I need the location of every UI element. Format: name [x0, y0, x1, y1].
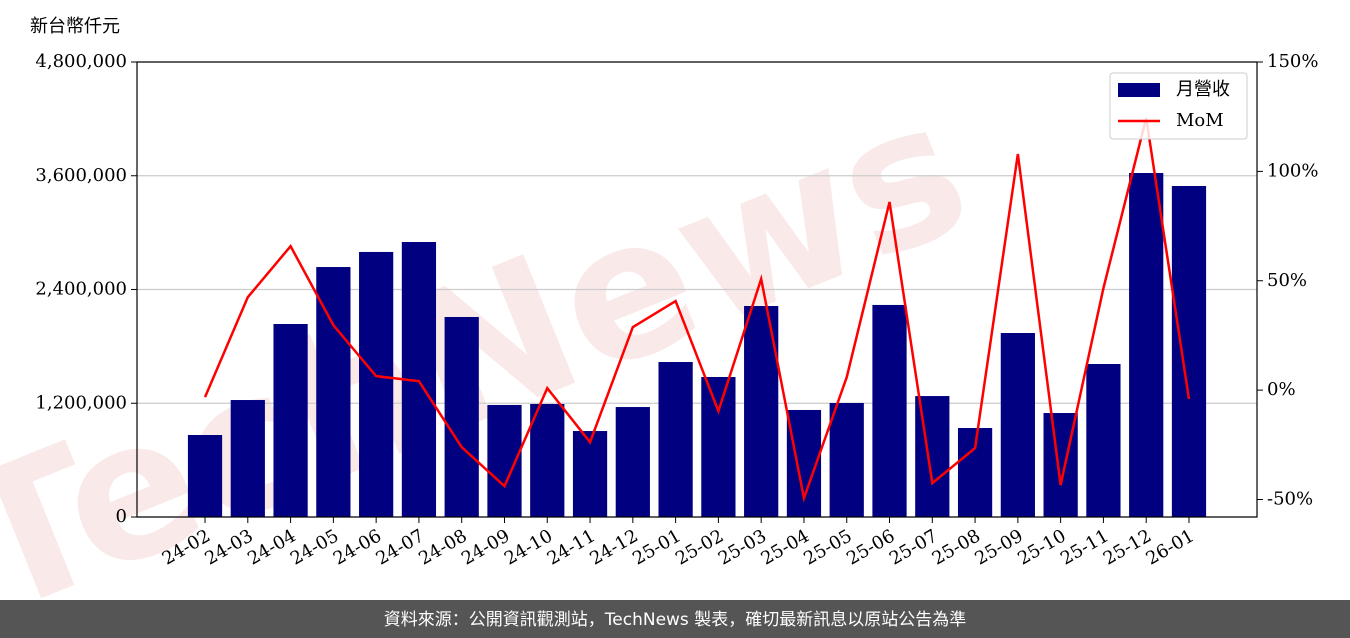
x-tick-label: 24-07: [372, 525, 427, 569]
bar: [658, 362, 693, 517]
x-tick-label: 24-12: [586, 525, 641, 569]
plot-frame: [136, 61, 1258, 518]
bar: [230, 400, 265, 517]
x-tick-label: 24-06: [330, 525, 385, 569]
bar: [615, 407, 650, 517]
x-tick-label: 24-10: [501, 525, 556, 569]
bar: [829, 402, 864, 517]
bar: [1086, 364, 1121, 517]
y-tick-label: 3,600,000: [35, 165, 127, 186]
x-tick-label: 25-06: [843, 525, 898, 569]
bar: [572, 431, 608, 517]
line: [203, 117, 1191, 503]
footer: 資料來源：公開資訊觀測站，TechNews 製表，確切最新訊息以原站公告為準: [384, 610, 966, 630]
bar: [872, 304, 907, 517]
x-tick-label: 26-01: [1143, 525, 1198, 569]
y-tick-label: 4,800,000: [35, 51, 127, 72]
legend-label: MoM: [1176, 110, 1224, 131]
y2-tick-label: 100%: [1267, 160, 1318, 181]
x-tick-label: 25-11: [1057, 525, 1112, 569]
x-tick-label: 25-10: [1014, 525, 1069, 569]
x-tick-label: 25-05: [800, 525, 855, 569]
y2-tick-label: -50%: [1267, 489, 1313, 510]
y2-tick-label: 0%: [1267, 379, 1296, 400]
bar: [187, 435, 223, 517]
x-tick-label: 25-08: [929, 525, 984, 569]
x-tick-label: 24-11: [544, 525, 599, 569]
legend-swatch: [1118, 83, 1160, 97]
x-tick-label: 25-02: [672, 525, 727, 569]
x-tick-label: 25-12: [1100, 525, 1155, 569]
bar: [1171, 185, 1207, 518]
bar: [915, 396, 950, 517]
y2-tick-label: 50%: [1267, 270, 1307, 291]
legend-label: 月營收: [1176, 79, 1230, 100]
x-tick-label: 25-01: [629, 525, 684, 569]
y-tick-label: 0: [116, 506, 127, 527]
bar: [359, 251, 394, 517]
bar: [530, 404, 565, 517]
x-tick-label: 25-03: [715, 525, 770, 569]
y-tick-label: 1,200,000: [35, 392, 127, 413]
y-axis-label: 新台幣仟元: [30, 16, 120, 37]
bar: [316, 267, 351, 517]
bar: [1129, 173, 1164, 517]
bar: [444, 316, 479, 517]
x-tick-label: 24-09: [458, 525, 513, 569]
footer-bar: [0, 600, 1350, 638]
x-tick-label: 25-09: [971, 525, 1026, 569]
x-tick-label: 25-04: [758, 525, 813, 569]
bar: [1000, 333, 1035, 517]
bar: [273, 324, 308, 517]
y2-tick-label: 150%: [1267, 51, 1318, 72]
y-tick-label: 2,400,000: [35, 279, 127, 300]
x-tick-label: 25-07: [886, 525, 941, 569]
bar: [701, 376, 736, 517]
x-tick-label: 24-08: [415, 525, 470, 569]
